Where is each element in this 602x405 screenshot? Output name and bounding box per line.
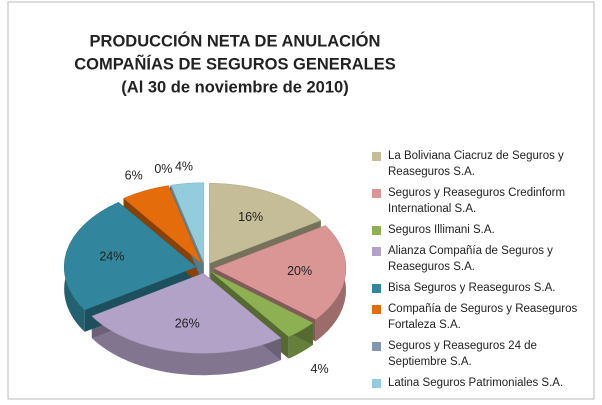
data-label: 0% xyxy=(154,162,172,176)
data-label: 16% xyxy=(238,210,263,224)
chart-border xyxy=(7,1,595,400)
pie-slice xyxy=(63,201,197,311)
legend-label: Bisa Seguros y Reaseguros S.A. xyxy=(388,282,556,294)
legend-swatch xyxy=(372,226,381,235)
legend-label: Alianza Compañía de Seguros y Reaseguros… xyxy=(388,245,553,273)
data-label: 24% xyxy=(99,250,124,264)
pie-slice xyxy=(123,185,202,264)
chart-title: COMPAÑÍAS DE SEGUROS GENERALES xyxy=(74,53,395,73)
legend-label: Latina Seguros Patrimoniales S.A. xyxy=(388,377,564,389)
legend-label: Seguros y Reaseguros 24 de Septiembre S.… xyxy=(388,340,537,368)
legend-entry: Alianza Compañía de Seguros y Reaseguros… xyxy=(372,243,594,275)
data-label: 26% xyxy=(175,317,200,331)
legend-entry: Seguros y Reaseguros 24 de Septiembre S.… xyxy=(372,338,594,370)
legend-swatch xyxy=(372,189,381,198)
legend-entry: Compañía de Seguros y Reaseguros Fortale… xyxy=(372,301,594,333)
legend-entry: Latina Seguros Patrimoniales S.A. xyxy=(372,375,594,391)
legend-swatch xyxy=(372,305,381,314)
data-label: 4% xyxy=(175,160,193,174)
legend-entry: Seguros y Reaseguros Credinform Internat… xyxy=(372,185,594,217)
legend: La Boliviana Ciacruz de Seguros y Reaseg… xyxy=(372,148,594,396)
pie-slice xyxy=(213,225,347,320)
chart-title: PRODUCCIÓN NETA DE ANULACIÓN xyxy=(90,31,381,50)
pie-slice xyxy=(91,273,282,354)
data-label: 20% xyxy=(287,264,312,278)
legend-swatch xyxy=(372,342,381,351)
data-label: 6% xyxy=(125,169,143,183)
legend-swatch xyxy=(372,379,381,388)
pie-slice xyxy=(170,182,205,263)
legend-label: Compañía de Seguros y Reaseguros Fortale… xyxy=(388,303,578,331)
legend-label: Seguros y Reaseguros Credinform Internat… xyxy=(388,187,566,215)
data-label: 4% xyxy=(311,362,329,376)
chart-title: (Al 30 de noviembre de 2010) xyxy=(121,78,348,96)
pie-labels: 16%20%4%26%24%6% 0% 4% xyxy=(99,160,328,377)
legend-swatch xyxy=(372,284,381,293)
pie-slice xyxy=(169,185,203,263)
legend-swatch xyxy=(372,247,381,256)
legend-entry: Seguros Illimani S.A. xyxy=(372,222,594,238)
legend-entry: La Boliviana Ciacruz de Seguros y Reaseg… xyxy=(372,148,594,180)
pie-tops xyxy=(63,182,347,354)
legend-label: Seguros Illimani S.A. xyxy=(388,224,495,236)
pie-slice-side xyxy=(91,316,281,376)
legend-entry: Bisa Seguros y Reaseguros S.A. xyxy=(372,280,594,296)
legend-label: La Boliviana Ciacruz de Seguros y Reaseg… xyxy=(388,150,564,178)
pie-slice xyxy=(211,271,314,337)
legend-swatch xyxy=(372,152,381,161)
pie-slice-side xyxy=(211,271,313,359)
pie-slice xyxy=(209,183,322,264)
